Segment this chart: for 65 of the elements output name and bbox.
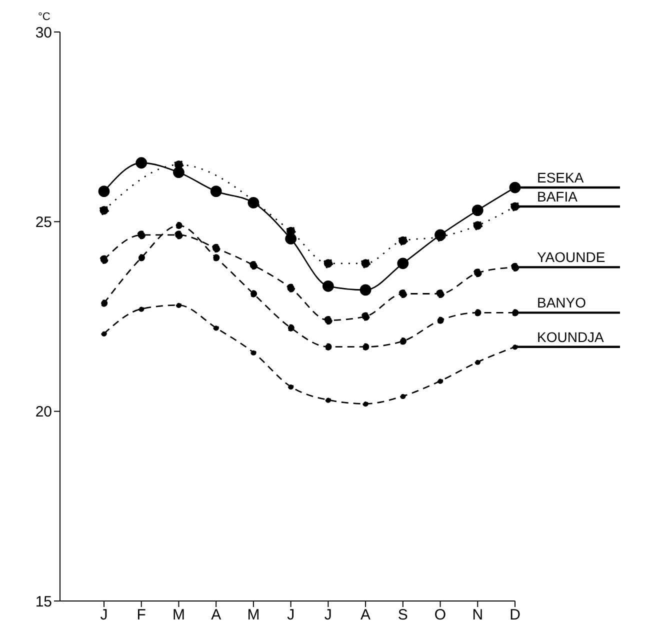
point [212,244,220,253]
point [361,312,370,321]
point [137,230,146,240]
point [324,343,332,350]
x-tick-label: A [211,606,222,624]
point [248,197,260,208]
point [324,316,332,325]
point [212,254,220,262]
x-tick-label: O [434,606,446,624]
x-tick-label: F [136,606,146,624]
point [136,157,148,169]
y-tick-label: 15 [35,593,52,610]
series-label: BAFIA [537,188,578,204]
point [472,220,483,230]
point [250,350,256,356]
point [325,397,332,403]
point [99,205,109,216]
point [138,254,145,262]
x-tick-label: D [510,606,521,624]
point [100,300,108,307]
point [397,258,409,270]
x-tick-label: A [360,606,371,624]
point [436,289,445,298]
point [398,236,408,246]
x-tick-label: M [247,606,260,624]
point [176,302,182,308]
series-label: BANYO [537,294,586,311]
point [436,316,444,324]
point [398,289,408,298]
point [101,330,107,336]
point [362,343,370,350]
series-label: ESEKA [537,170,584,186]
point [210,186,222,198]
point [249,260,258,270]
point [399,338,407,345]
point [473,268,482,278]
point [174,230,184,240]
point [472,204,484,216]
y-axis-title: °C [38,10,50,23]
point [474,309,482,316]
point [98,186,110,198]
y-tick-label: 20 [35,404,52,421]
point [323,258,334,268]
point [360,284,372,296]
point [250,290,258,298]
point [286,284,296,292]
x-tick-label: J [324,606,332,624]
point [100,255,108,264]
point [474,359,481,365]
point [287,324,294,332]
series-label: YAOUNDE [537,249,606,266]
point [322,280,334,292]
point [138,306,144,312]
x-tick-label: J [100,606,108,624]
x-tick-label: M [172,606,185,624]
point [175,222,182,230]
x-tick-label: S [398,606,408,624]
point [437,378,444,384]
x-tick-label: N [472,606,484,624]
x-tick-label: J [287,606,295,624]
point [173,166,184,178]
series-label: KOUNDJA [537,328,605,345]
point [360,258,371,268]
y-tick-label: 30 [35,24,52,42]
y-tick-label: 25 [35,214,52,231]
